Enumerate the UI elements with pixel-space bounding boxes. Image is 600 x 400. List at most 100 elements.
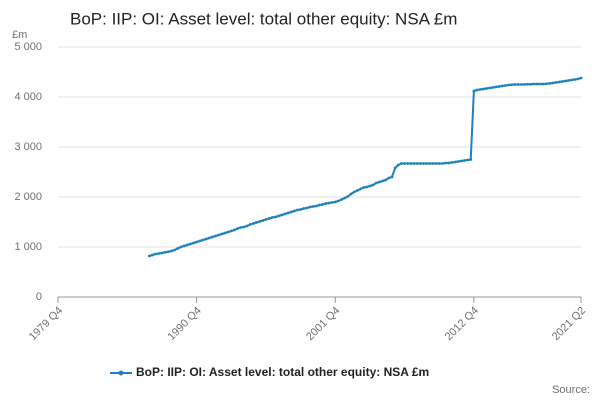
data-point: [450, 161, 454, 164]
data-point: [195, 240, 199, 244]
data-point: [377, 180, 381, 184]
data-point: [469, 158, 473, 161]
data-point: [488, 86, 492, 90]
data-point: [538, 82, 542, 86]
y-tick-label: 3 000: [14, 141, 42, 153]
data-point: [170, 249, 173, 253]
data-point: [510, 83, 514, 87]
data-point: [185, 243, 189, 247]
data-point: [173, 248, 176, 252]
data-point: [529, 82, 532, 86]
data-point: [554, 81, 558, 84]
data-point: [387, 176, 391, 180]
data-point: [485, 87, 488, 90]
data-point: [453, 160, 457, 164]
chart-title: BoP: IIP: OI: Asset level: total other e…: [70, 9, 457, 28]
series-line: [149, 77, 582, 257]
data-point: [330, 201, 334, 204]
data-point: [422, 162, 425, 165]
data-point: [368, 184, 372, 188]
data-point: [349, 192, 353, 196]
data-point: [579, 76, 583, 80]
y-tick-label: 1 000: [14, 241, 42, 253]
data-point: [384, 178, 388, 182]
data-point: [400, 162, 403, 165]
data-point: [163, 250, 167, 254]
legend-marker: [118, 370, 124, 376]
data-point: [396, 163, 400, 167]
data-point: [236, 227, 239, 230]
y-tick-label: 2 000: [14, 191, 42, 203]
data-point: [226, 230, 230, 234]
data-point: [286, 211, 290, 215]
data-point: [456, 160, 460, 163]
data-point: [192, 241, 195, 245]
data-point: [516, 83, 520, 86]
data-point: [576, 77, 580, 81]
data-point: [154, 252, 158, 256]
x-tick-label: 2012 Q4: [443, 305, 481, 343]
data-point: [425, 162, 429, 165]
data-point: [494, 85, 498, 89]
data-point: [324, 202, 328, 205]
data-point: [463, 159, 466, 162]
data-point: [431, 162, 435, 165]
data-point: [333, 200, 337, 204]
x-tick-label: 1990 Q4: [165, 305, 203, 343]
data-point: [220, 232, 224, 236]
data-point: [264, 218, 268, 221]
data-point: [403, 162, 406, 165]
data-point: [522, 83, 526, 86]
data-point: [472, 89, 476, 93]
data-point: [160, 251, 164, 255]
data-point: [466, 158, 469, 162]
data-point: [513, 83, 517, 86]
data-point: [229, 229, 233, 233]
data-point: [166, 250, 170, 254]
data-point: [352, 190, 356, 194]
data-point: [296, 208, 299, 212]
data-point: [255, 221, 258, 224]
data-point: [503, 84, 507, 87]
data-point: [280, 213, 284, 217]
data-point: [245, 224, 249, 228]
data-point: [277, 214, 280, 218]
data-point: [362, 186, 366, 189]
y-tick-label: 5 000: [14, 41, 42, 53]
data-point: [444, 161, 447, 165]
data-point: [261, 219, 265, 222]
data-point: [267, 217, 271, 220]
data-point: [390, 175, 394, 179]
data-point: [428, 162, 432, 165]
data-point: [532, 82, 536, 86]
x-tick-label: 1979 Q4: [27, 305, 65, 343]
data-point: [314, 204, 318, 208]
data-point: [302, 207, 306, 210]
data-point: [393, 166, 397, 170]
data-point: [566, 79, 570, 82]
data-point: [176, 247, 180, 250]
data-point: [311, 205, 315, 208]
data-point: [371, 183, 375, 187]
data-point: [343, 196, 347, 200]
data-point: [541, 82, 545, 86]
data-point: [560, 80, 564, 83]
data-point: [374, 181, 378, 185]
data-point: [491, 86, 495, 89]
data-point: [519, 83, 523, 86]
data-point: [305, 206, 309, 210]
data-point: [381, 179, 384, 183]
data-point: [188, 242, 192, 246]
data-point: [437, 162, 441, 165]
data-point: [481, 87, 485, 91]
source: Source:: [552, 384, 590, 396]
data-point: [570, 78, 573, 82]
data-point: [440, 162, 444, 165]
data-point: [365, 185, 369, 189]
data-point: [327, 201, 331, 205]
data-point: [157, 252, 161, 255]
data-point: [248, 223, 252, 226]
data-point: [478, 88, 482, 91]
data-point: [412, 162, 416, 165]
data-point: [346, 195, 350, 198]
